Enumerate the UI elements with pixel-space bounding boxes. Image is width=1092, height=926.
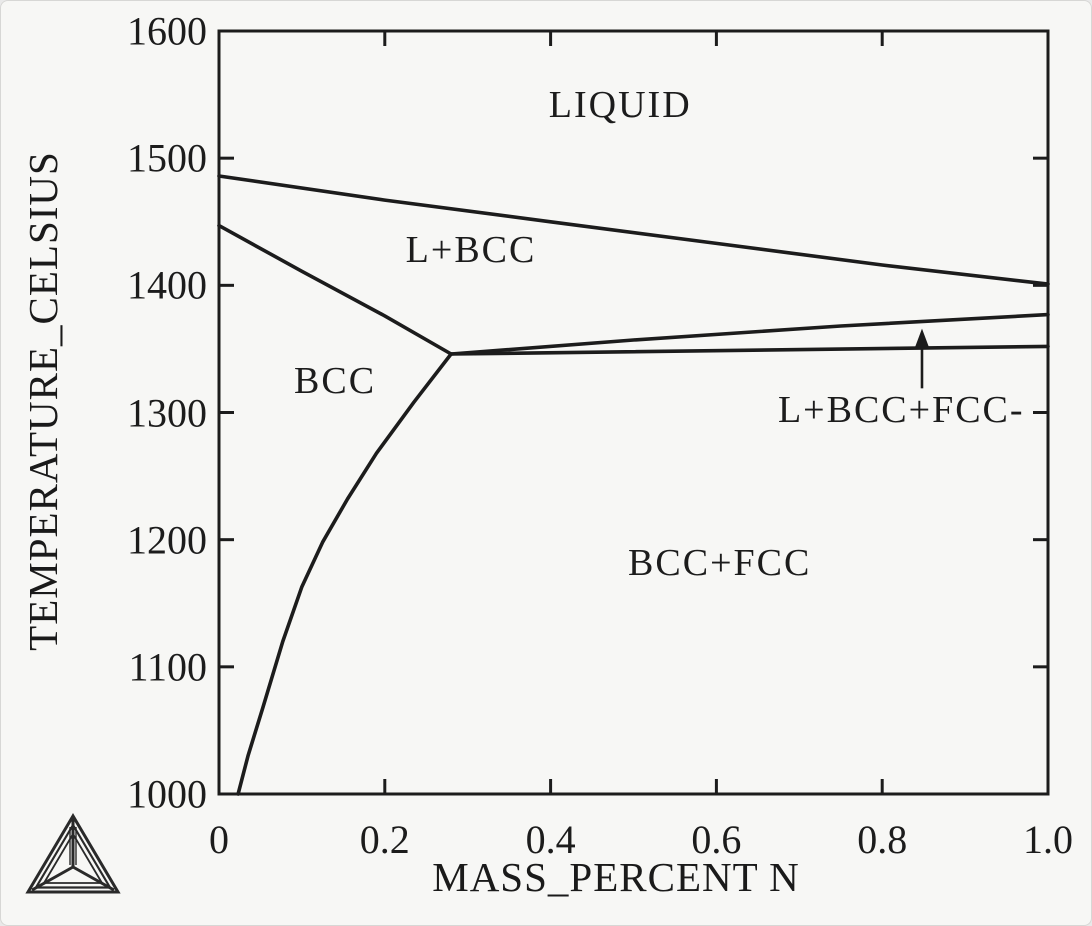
x-tick-label-0.8: 0.8 [857, 817, 908, 862]
boundary-bcc-solvus-bcc-over-bcc-fcc [236, 352, 453, 796]
region-label-l-bcc: L+BCC [405, 228, 537, 271]
region-label-l-bcc-fcc: L+BCC+FCC- [777, 388, 1025, 431]
x-tick-label-0: 0 [209, 817, 229, 862]
boundary-bcc-solidus-left [217, 223, 453, 356]
arrow-head [914, 328, 930, 349]
y-tick-label-1600: 1600 [127, 8, 207, 54]
x-axis-title: MASS_PERCENT N [432, 854, 800, 900]
y-tick-label-1400: 1400 [127, 262, 207, 308]
y-tick-label-1000: 1000 [127, 771, 207, 817]
y-tick-label-1500: 1500 [127, 135, 207, 181]
x-tick-label-1.0: 1.0 [1023, 817, 1073, 862]
phase-boundary-curves [217, 174, 1050, 796]
region-label-bcc-fcc: BCC+FCC [628, 541, 812, 584]
y-axis-title: TEMPERATURE_CELSIUS [20, 151, 66, 651]
x-tick-label-0.2: 0.2 [359, 817, 410, 862]
boundary-upper-boundary-l-bcc-over-l-bcc-fcc [449, 312, 1050, 356]
region-label-bcc: BCC [294, 359, 377, 402]
y-tick-label-1100: 1100 [128, 644, 207, 690]
region-label-liquid: LIQUID [548, 83, 692, 126]
boundary-lower-boundary-l-bcc-fcc-over-bcc-fcc [449, 344, 1050, 356]
y-tick-label-1300: 1300 [127, 390, 207, 435]
y-tick-label-1200: 1200 [127, 517, 207, 563]
thermo-calc-logo-icon [25, 813, 121, 894]
boundary-liquidus-liquid-over-l-bcc [217, 174, 1050, 286]
annotation-arrow [914, 328, 930, 389]
x-tick-label-0.4: 0.4 [525, 817, 576, 862]
x-tick-label-0.6: 0.6 [691, 817, 742, 862]
